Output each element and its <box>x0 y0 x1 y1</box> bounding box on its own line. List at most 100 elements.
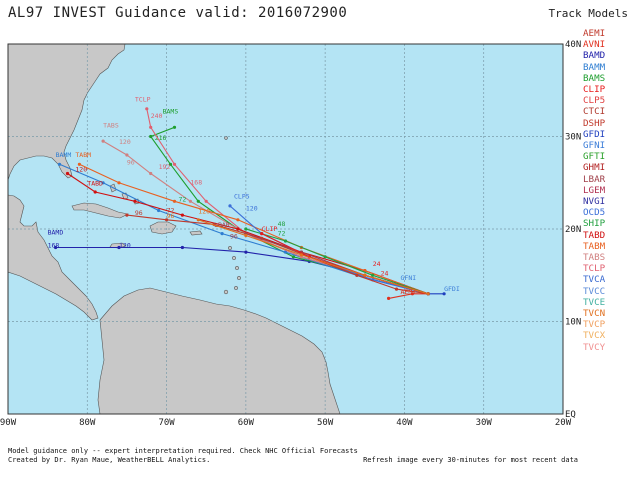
track-label: 48 <box>278 220 286 228</box>
legend-item: TCLP <box>583 263 606 275</box>
track-label: BAMM <box>56 151 72 159</box>
model-tracks: 120 168 BAMD BAMS 216 BAMM TCLP 240 192 168 TABS 12… <box>48 95 460 300</box>
legend-item: GFTI <box>583 151 606 163</box>
track-point <box>244 250 248 254</box>
track-point <box>291 255 295 259</box>
track-line <box>126 214 429 295</box>
longitude-label: 30W <box>476 418 493 428</box>
track-point <box>236 227 240 231</box>
track-point <box>371 273 375 277</box>
track-label: 120 <box>246 205 258 213</box>
track-label: 96 <box>135 209 143 217</box>
track-label: 120 <box>119 242 131 250</box>
longitude-label: 60W <box>238 418 255 428</box>
legend-item: GHMI <box>583 162 606 174</box>
track-point <box>236 218 240 222</box>
track-label: 168 <box>190 179 202 187</box>
track-point <box>149 125 153 129</box>
track-point <box>93 190 97 194</box>
legend-item: GFNI <box>583 140 606 152</box>
track-label: CLP5 <box>234 193 250 201</box>
latitude-label: 10N <box>565 318 581 328</box>
track-point <box>387 296 391 300</box>
track-point <box>172 125 177 129</box>
legend-item: TVCP <box>583 319 606 331</box>
track-ship: 72 72 48 <box>179 195 430 296</box>
track-point <box>244 233 248 238</box>
track-label: 96 <box>127 158 135 166</box>
longitude-label: 20W <box>555 418 572 428</box>
track-label: 216 <box>155 134 167 142</box>
track-label: CLIP <box>262 225 278 233</box>
track-label: 24 <box>373 260 381 268</box>
track-point <box>172 162 177 166</box>
track-point <box>355 273 359 277</box>
land-bermuda <box>224 136 228 140</box>
track-label: AEMI <box>401 288 417 296</box>
track-point <box>117 181 121 185</box>
track-label: 168 <box>48 242 60 250</box>
track-point <box>426 292 430 296</box>
land-central-america <box>8 194 99 321</box>
track-label: 192 <box>159 163 171 171</box>
track-point <box>410 292 414 296</box>
land-cuba <box>71 202 129 219</box>
track-point <box>101 139 105 143</box>
legend-item: TVCN <box>583 308 606 320</box>
track-point <box>188 199 192 203</box>
track-point <box>157 208 161 213</box>
legend-item: NVGI <box>583 196 606 208</box>
track-label: 72 <box>167 206 175 214</box>
land-puerto-rico <box>189 230 203 236</box>
track-point <box>283 250 288 254</box>
track-point <box>196 199 200 203</box>
legend-item: TVCC <box>583 285 606 297</box>
track-point <box>180 245 184 250</box>
land-hispaniola <box>149 221 177 235</box>
footer-disclaimer-line1: Model guidance only -- expert interpreta… <box>8 447 358 455</box>
legend-item: LBAR <box>583 173 606 185</box>
track-point <box>145 107 149 111</box>
longitude-label: 80W <box>79 418 96 428</box>
track-point <box>54 245 58 250</box>
track-label: 72 <box>179 195 187 203</box>
longitude-label: 70W <box>158 418 175 428</box>
track-point <box>244 227 248 231</box>
map-frame <box>7 43 564 415</box>
track-point <box>101 181 105 185</box>
latitude-label: 20N <box>565 225 581 235</box>
legend-item: TVCX <box>583 330 606 342</box>
track-label: BAMS <box>163 107 179 115</box>
map-title: AL97 INVEST Guidance valid: 2016072900 <box>8 5 348 21</box>
legend-item: TVCY <box>583 341 606 353</box>
track-point <box>228 204 232 208</box>
track-label: TABM <box>75 151 91 159</box>
track-point <box>125 153 129 157</box>
legend-item: TVCE <box>583 296 606 308</box>
track-label: TABS <box>103 121 119 129</box>
track-point <box>149 134 153 139</box>
track-point <box>283 239 288 243</box>
track-label: GFNI <box>401 274 417 282</box>
track-label: 96 <box>230 232 238 240</box>
track-point <box>363 273 367 277</box>
track-point <box>172 199 177 203</box>
axis-labels: 90W 80W 70W 60W 50W 40W 30W 20W 40N 30N 20N 10N EQ <box>0 40 581 428</box>
footer-credit-line: Created by Dr. Ryan Maue, WeatherBELL An… <box>8 456 211 464</box>
track-label: 120 <box>119 138 131 146</box>
track-label: GFDI <box>444 285 460 293</box>
legend-item: AEMI <box>583 28 606 39</box>
legend-item: BAMD <box>583 50 606 62</box>
legend: AEMI AVNI BAMD BAMM BAMS CLIP CLP5 CTCI DSHP GFDI… <box>583 28 633 353</box>
track-point <box>168 162 173 166</box>
track-label: TCLP <box>135 95 151 103</box>
legend-item: LGEM <box>583 184 606 196</box>
track-label: 120 <box>75 166 87 174</box>
track-point <box>165 218 169 222</box>
land-south-america <box>97 287 341 414</box>
track-point <box>260 232 264 236</box>
legend-title: Track Models <box>548 7 628 20</box>
longitude-label: 40W <box>396 418 413 428</box>
latitude-label: EQ <box>565 410 576 420</box>
